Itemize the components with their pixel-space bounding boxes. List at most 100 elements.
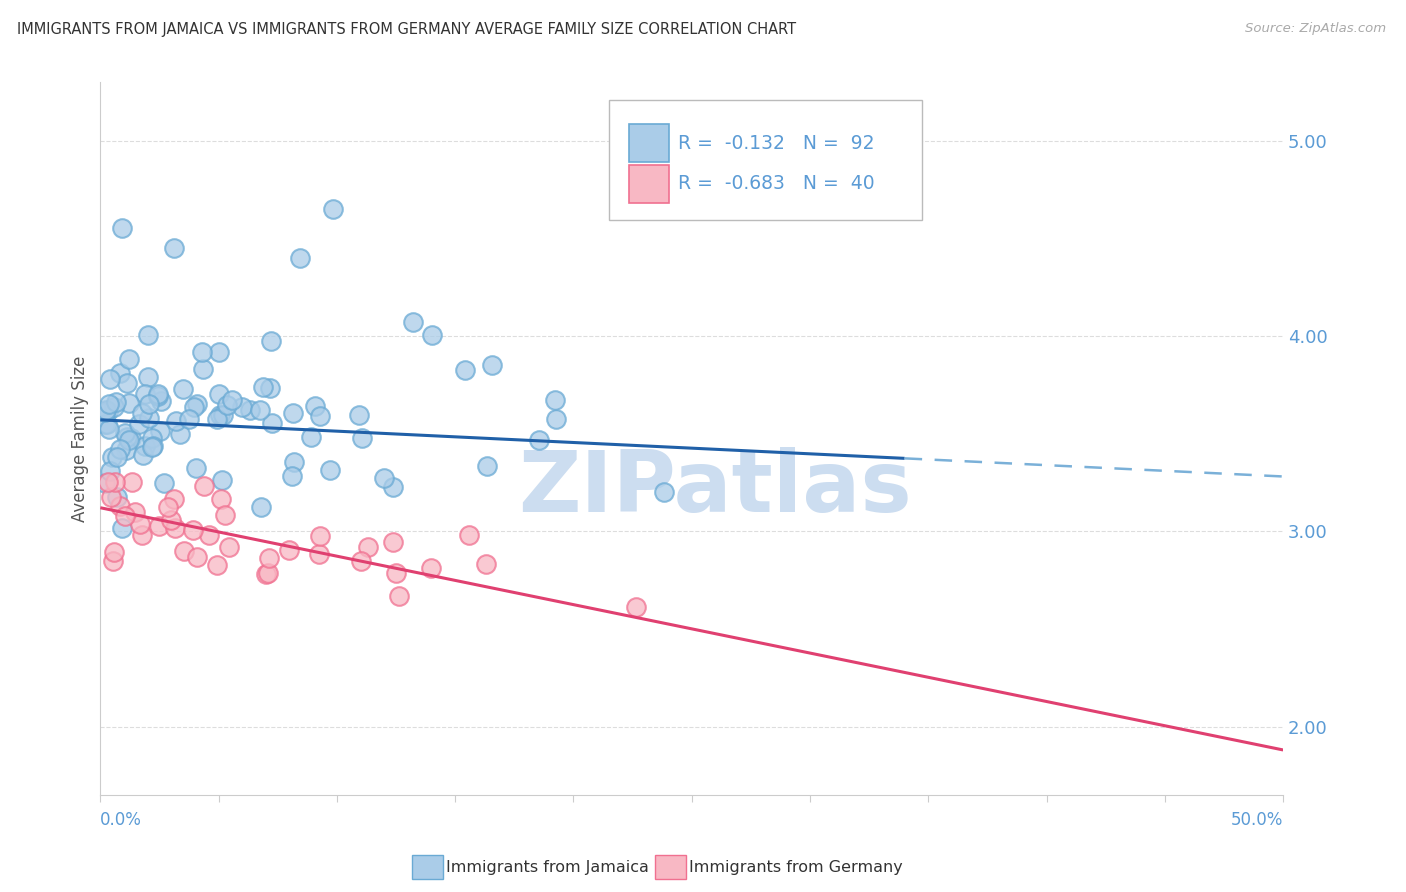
Point bbox=[97, 397, 120, 411]
Point bbox=[278, 543, 301, 558]
Point bbox=[153, 476, 176, 491]
Point bbox=[128, 417, 150, 431]
Point bbox=[191, 345, 214, 359]
Point bbox=[146, 387, 169, 401]
Point bbox=[281, 468, 304, 483]
Point bbox=[231, 401, 253, 415]
Point bbox=[118, 352, 141, 367]
Text: R =  -0.132   N =  92: R = -0.132 N = 92 bbox=[678, 134, 875, 153]
Point bbox=[94, 476, 117, 491]
Point bbox=[131, 528, 153, 542]
Point bbox=[124, 505, 146, 519]
Point bbox=[131, 406, 153, 420]
Point bbox=[281, 406, 304, 420]
Point bbox=[249, 500, 271, 514]
Point bbox=[179, 412, 201, 426]
Point bbox=[103, 545, 125, 559]
Point bbox=[114, 426, 136, 441]
Point bbox=[186, 397, 208, 411]
Point bbox=[121, 475, 143, 490]
Point bbox=[381, 535, 404, 549]
Point bbox=[148, 519, 170, 533]
Text: Immigrants from Jamaica: Immigrants from Jamaica bbox=[446, 860, 648, 874]
Point bbox=[207, 558, 229, 572]
Point bbox=[138, 410, 160, 425]
Point bbox=[477, 458, 499, 473]
FancyBboxPatch shape bbox=[628, 124, 669, 162]
Point bbox=[420, 327, 443, 342]
Point bbox=[254, 567, 277, 582]
Point bbox=[100, 372, 122, 386]
Point bbox=[120, 431, 142, 445]
Point bbox=[159, 513, 181, 527]
Text: Immigrants from Germany: Immigrants from Germany bbox=[689, 860, 903, 874]
Point bbox=[163, 491, 186, 506]
Point bbox=[373, 471, 395, 485]
Point bbox=[319, 463, 342, 477]
Point bbox=[165, 413, 187, 427]
Point bbox=[546, 412, 568, 426]
Point bbox=[208, 409, 231, 423]
Point bbox=[454, 363, 477, 377]
Point bbox=[150, 394, 173, 409]
Point bbox=[257, 551, 280, 566]
Point bbox=[98, 464, 121, 478]
Point bbox=[142, 438, 165, 452]
Point bbox=[309, 409, 332, 423]
Point bbox=[173, 383, 195, 397]
Point bbox=[184, 461, 207, 475]
Point bbox=[290, 251, 312, 265]
FancyBboxPatch shape bbox=[609, 100, 922, 219]
Point bbox=[527, 434, 550, 448]
Point bbox=[249, 403, 271, 417]
Point bbox=[193, 362, 215, 376]
Point bbox=[259, 381, 281, 395]
Text: R =  -0.683   N =  40: R = -0.683 N = 40 bbox=[678, 174, 875, 194]
Point bbox=[481, 359, 503, 373]
Point bbox=[141, 431, 163, 445]
Point bbox=[239, 402, 262, 417]
Point bbox=[114, 508, 136, 523]
Point bbox=[260, 416, 283, 430]
Point bbox=[350, 432, 373, 446]
Point bbox=[105, 450, 128, 464]
Point bbox=[304, 399, 326, 413]
Point bbox=[652, 485, 675, 500]
Point bbox=[299, 430, 322, 444]
Point bbox=[100, 491, 122, 505]
Point bbox=[205, 412, 228, 426]
Point bbox=[94, 404, 117, 418]
Point bbox=[136, 369, 159, 384]
Point bbox=[118, 395, 141, 409]
Point bbox=[221, 392, 243, 407]
Point bbox=[103, 400, 125, 414]
Point bbox=[169, 427, 191, 442]
Point bbox=[96, 417, 118, 432]
Point bbox=[173, 544, 195, 558]
Point bbox=[128, 516, 150, 531]
Text: 0.0%: 0.0% bbox=[100, 811, 142, 829]
Point bbox=[475, 557, 498, 571]
Point bbox=[105, 490, 128, 504]
Text: IMMIGRANTS FROM JAMAICA VS IMMIGRANTS FROM GERMANY AVERAGE FAMILY SIZE CORRELATI: IMMIGRANTS FROM JAMAICA VS IMMIGRANTS FR… bbox=[17, 22, 796, 37]
Point bbox=[209, 491, 232, 506]
Point bbox=[211, 473, 233, 487]
Point bbox=[111, 221, 134, 235]
Point bbox=[193, 478, 215, 492]
Text: 50.0%: 50.0% bbox=[1230, 811, 1284, 829]
Point bbox=[96, 403, 118, 417]
Point bbox=[624, 599, 647, 614]
Point bbox=[132, 449, 155, 463]
Point bbox=[115, 430, 138, 444]
Point bbox=[208, 387, 231, 401]
Point bbox=[186, 549, 208, 564]
Point bbox=[218, 540, 240, 554]
Point bbox=[134, 439, 156, 453]
Y-axis label: Average Family Size: Average Family Size bbox=[72, 355, 89, 522]
Point bbox=[257, 566, 280, 580]
Point bbox=[108, 366, 131, 380]
Point bbox=[388, 589, 411, 603]
Point bbox=[115, 442, 138, 457]
Point bbox=[101, 450, 124, 464]
Point bbox=[115, 376, 138, 390]
